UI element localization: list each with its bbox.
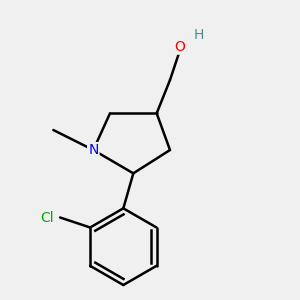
Text: H: H [193,28,203,42]
Text: Cl: Cl [40,211,54,224]
Text: N: N [88,143,98,157]
Text: O: O [175,40,185,54]
